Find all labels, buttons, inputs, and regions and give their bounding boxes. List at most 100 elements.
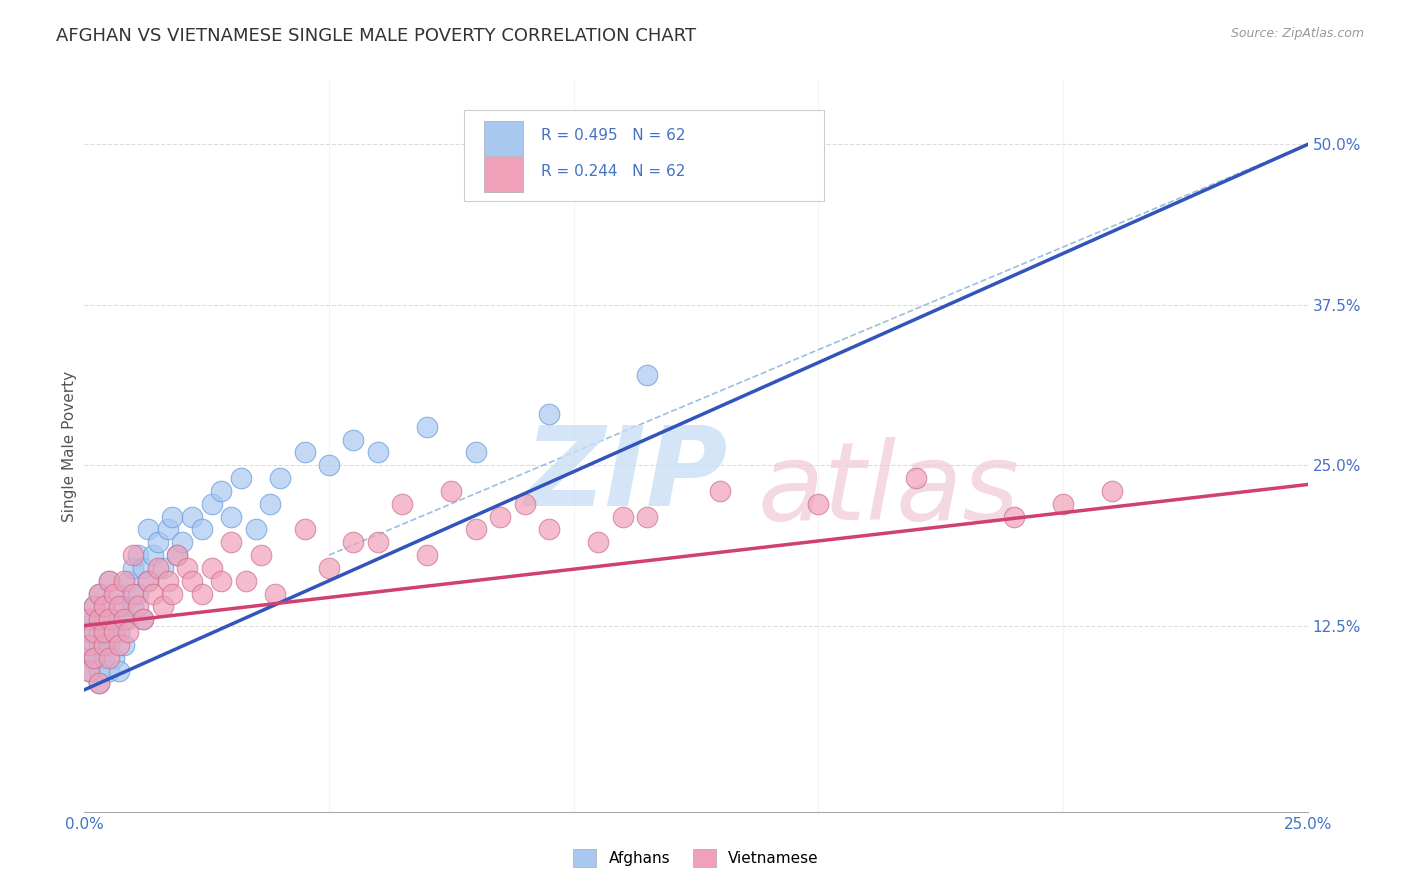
Point <box>83 625 105 640</box>
Point <box>136 574 159 588</box>
Point <box>142 548 165 562</box>
Point <box>127 548 149 562</box>
Point <box>391 497 413 511</box>
Point <box>586 535 609 549</box>
Point <box>87 676 110 690</box>
Point <box>112 612 135 626</box>
Point <box>342 535 364 549</box>
Text: Source: ZipAtlas.com: Source: ZipAtlas.com <box>1230 27 1364 40</box>
Point <box>87 612 110 626</box>
Point <box>87 586 110 600</box>
Point <box>294 445 316 459</box>
Point <box>209 574 232 588</box>
Point <box>122 548 145 562</box>
Point <box>83 599 105 614</box>
Point <box>181 574 204 588</box>
Point <box>83 599 105 614</box>
Point <box>87 664 110 678</box>
Point <box>200 497 222 511</box>
Point <box>249 548 271 562</box>
Text: AFGHAN VS VIETNAMESE SINGLE MALE POVERTY CORRELATION CHART: AFGHAN VS VIETNAMESE SINGLE MALE POVERTY… <box>56 27 696 45</box>
Point <box>136 574 159 588</box>
Point <box>513 497 536 511</box>
Point <box>709 483 731 498</box>
Point <box>152 599 174 614</box>
FancyBboxPatch shape <box>464 110 824 201</box>
Point <box>87 625 110 640</box>
Point <box>176 561 198 575</box>
Point <box>97 664 120 678</box>
Point <box>416 419 439 434</box>
Bar <box>484 120 523 155</box>
Point <box>146 561 169 575</box>
Point <box>1002 509 1025 524</box>
Point <box>122 599 145 614</box>
Point <box>905 471 928 485</box>
Point <box>93 599 115 614</box>
Point <box>191 523 214 537</box>
Point <box>162 586 184 600</box>
Point <box>93 638 115 652</box>
Point <box>209 483 232 498</box>
Point <box>538 523 561 537</box>
Point <box>191 586 214 600</box>
Point <box>235 574 257 588</box>
Point <box>127 586 149 600</box>
Point <box>117 612 139 626</box>
Point <box>97 625 120 640</box>
Point <box>200 561 222 575</box>
Point <box>127 599 149 614</box>
Point <box>93 625 115 640</box>
Point <box>156 574 179 588</box>
Point <box>440 483 463 498</box>
Point <box>107 599 129 614</box>
Point <box>416 548 439 562</box>
Point <box>181 509 204 524</box>
Point <box>294 523 316 537</box>
Point <box>93 638 115 652</box>
Y-axis label: Single Male Poverty: Single Male Poverty <box>62 370 77 522</box>
Point <box>107 625 129 640</box>
Point <box>264 586 287 600</box>
Point <box>77 650 100 665</box>
Point <box>93 650 115 665</box>
Point <box>245 523 267 537</box>
Point <box>162 509 184 524</box>
Point <box>538 407 561 421</box>
Point <box>146 535 169 549</box>
Point <box>83 650 105 665</box>
Text: R = 0.495   N = 62: R = 0.495 N = 62 <box>541 128 685 143</box>
Point <box>132 561 155 575</box>
Point <box>464 445 486 459</box>
Point <box>807 497 830 511</box>
Point <box>93 612 115 626</box>
Point <box>112 574 135 588</box>
Point <box>97 650 120 665</box>
Point <box>1101 483 1123 498</box>
Point <box>77 638 100 652</box>
Point <box>156 523 179 537</box>
Point <box>117 574 139 588</box>
Point <box>103 586 125 600</box>
Point <box>142 586 165 600</box>
Point <box>318 561 340 575</box>
Point <box>77 612 100 626</box>
Point <box>112 599 135 614</box>
Point <box>464 523 486 537</box>
Point <box>107 586 129 600</box>
Point <box>77 664 100 678</box>
Point <box>83 638 105 652</box>
Point <box>219 509 242 524</box>
Point <box>367 535 389 549</box>
Point <box>259 497 281 511</box>
Point <box>318 458 340 473</box>
Point <box>107 664 129 678</box>
Point <box>87 612 110 626</box>
Point <box>87 676 110 690</box>
Point <box>636 509 658 524</box>
Point <box>219 535 242 549</box>
Point <box>103 650 125 665</box>
Point <box>612 509 634 524</box>
Legend: Afghans, Vietnamese: Afghans, Vietnamese <box>567 843 825 873</box>
Bar <box>484 157 523 192</box>
